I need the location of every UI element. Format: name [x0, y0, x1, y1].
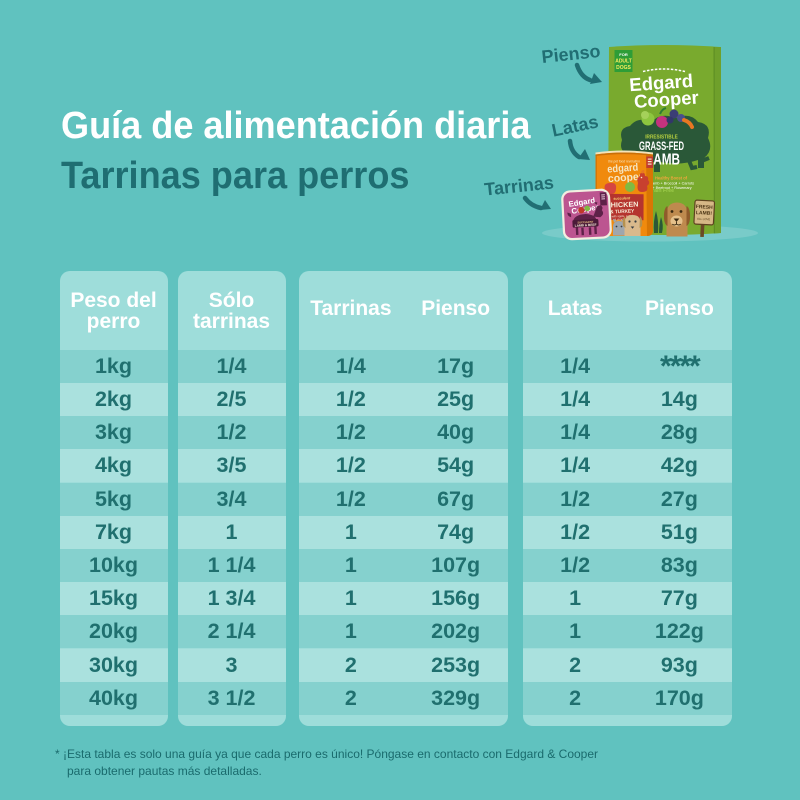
svg-text:ADULT: ADULT: [615, 59, 632, 65]
svg-text:CHICKEN: CHICKEN: [605, 201, 638, 209]
svg-text:edgard: edgard: [607, 162, 639, 176]
svg-text:Edgard: Edgard: [629, 70, 694, 95]
svg-text:& TURKEY: & TURKEY: [610, 209, 635, 216]
svg-text:& chamomile: & chamomile: [614, 217, 631, 222]
svg-text:Tarrinas: Tarrinas: [483, 172, 554, 199]
svg-text:LAMB!: LAMB!: [696, 210, 713, 217]
svg-text:LAMB & BEEF: LAMB & BEEF: [575, 223, 597, 228]
svg-text:FRESH: FRESH: [696, 204, 714, 211]
svg-text:cooper: cooper: [608, 171, 644, 185]
svg-text:+ Beetroot + Rosemary: + Beetroot + Rosemary: [652, 186, 691, 190]
svg-text:Pienso: Pienso: [541, 41, 602, 67]
svg-text:DOGS: DOGS: [616, 65, 631, 71]
svg-text:Grain Free: Grain Free: [648, 188, 674, 194]
svg-text:with apple, carrot: with apple, carrot: [612, 214, 634, 219]
svg-text:Cooper: Cooper: [633, 87, 699, 112]
svg-text:ALL LOVE: ALL LOVE: [697, 217, 710, 222]
svg-text:LAMB: LAMB: [646, 152, 680, 169]
svg-text:Edgard: Edgard: [568, 196, 596, 209]
svg-text:SUCCULENT: SUCCULENT: [577, 220, 594, 225]
svg-text:FOR: FOR: [619, 52, 628, 57]
svg-text:the pet food revolution: the pet food revolution: [608, 160, 640, 164]
svg-text:Lamb + Broccoli + Carrots: Lamb + Broccoli + Carrots: [650, 182, 694, 186]
svg-text:Latas: Latas: [550, 111, 600, 140]
svg-text:succulent: succulent: [613, 196, 631, 201]
svg-text:IRRESISTIBLE: IRRESISTIBLE: [645, 135, 678, 141]
svg-text:Healthy Boost of: Healthy Boost of: [655, 176, 687, 182]
svg-text:GRASS-FED: GRASS-FED: [639, 141, 684, 153]
